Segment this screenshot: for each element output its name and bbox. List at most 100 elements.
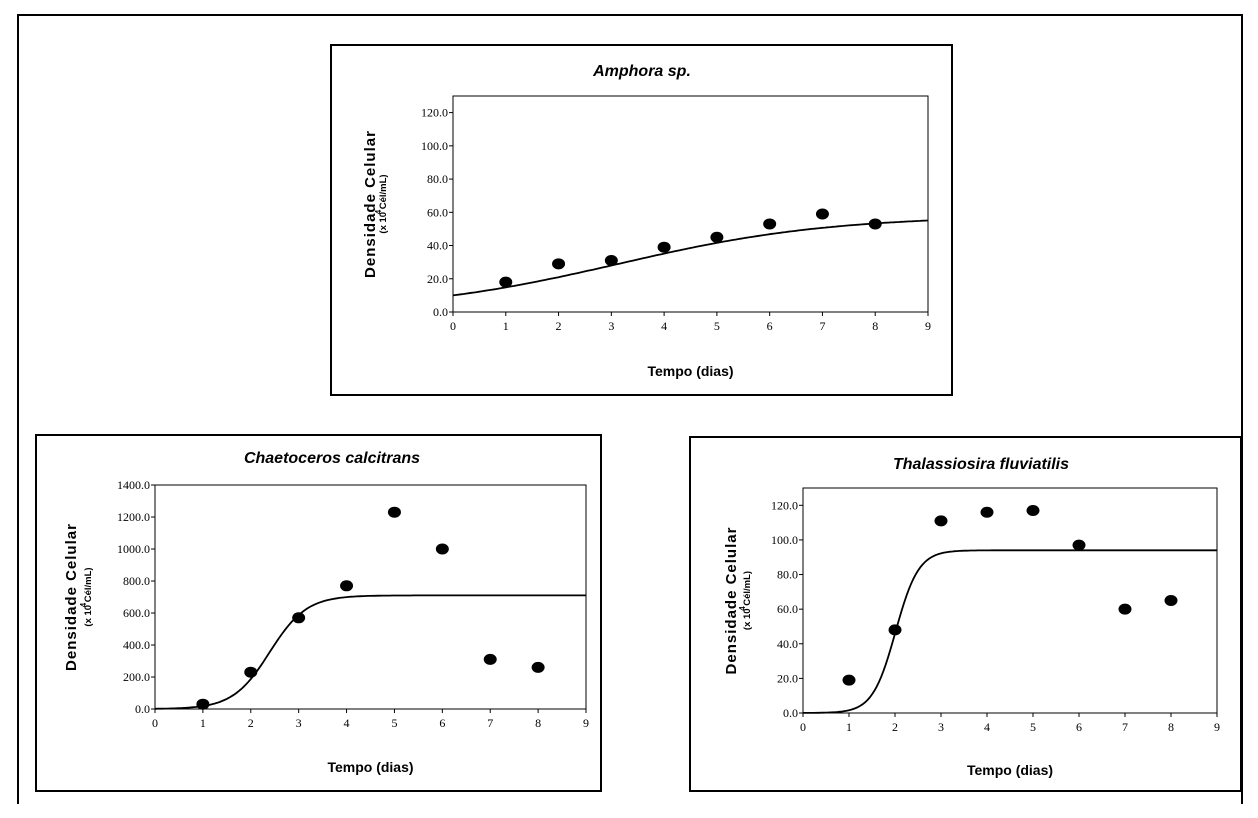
x-tick-label: 7	[487, 716, 493, 730]
y-tick-label: 80.0	[777, 568, 798, 582]
y-tick-label: 20.0	[777, 671, 798, 685]
y-axis-unit-text: (x 10 Cél/mL)	[378, 174, 389, 233]
data-point	[980, 506, 994, 518]
y-tick-label: 100.0	[421, 139, 448, 153]
plot-frame	[452, 95, 929, 313]
data-point	[710, 231, 724, 243]
y-axis-unit: (x 10 Cél/mL)4	[738, 571, 753, 630]
chart-panel-amphora: Amphora sp. 0.0 20.0 40.0 60.0 80.0 100.0 120.0…	[330, 44, 953, 396]
y-tick-label: 1200.0	[117, 510, 150, 524]
y-tick-label: 0.0	[783, 706, 798, 720]
data-point	[842, 674, 856, 686]
x-tick-label: 2	[892, 720, 898, 734]
data-point	[1164, 595, 1178, 606]
chart-svg-thalassiosira: Thalassiosira fluviatilis 0.0 20.0 40.0 60.0…	[723, 456, 1220, 778]
y-tick-label: 0.0	[433, 305, 448, 319]
chart-svg-amphora: Amphora sp. 0.0 20.0 40.0 60.0 80.0 100.0 120.0…	[362, 63, 931, 379]
x-tick-label: 7	[1122, 720, 1128, 734]
x-tick-label: 6	[1076, 720, 1082, 734]
x-tick-label: 3	[608, 319, 614, 333]
x-tick-label: 8	[1168, 720, 1174, 734]
x-tick-label: 0	[800, 720, 806, 734]
data-point	[763, 218, 777, 230]
y-tick-label: 400.0	[123, 638, 150, 652]
x-tick-label: 1	[503, 319, 509, 333]
x-tick-label: 8	[535, 716, 541, 730]
x-tick-label: 1	[200, 716, 206, 730]
x-tick-label: 8	[872, 319, 878, 333]
fit-curve	[803, 549, 1217, 714]
chart-panel-thalassiosira: Thalassiosira fluviatilis 0.0 20.0 40.0 60.0…	[689, 436, 1242, 792]
data-point	[196, 698, 210, 710]
y-tick-label: 40.0	[777, 637, 798, 651]
y-tick-label: 60.0	[427, 205, 448, 219]
y-tick-label: 1400.0	[117, 478, 150, 492]
data-point	[531, 661, 545, 673]
x-axis-label: Tempo (dias)	[967, 762, 1053, 778]
data-point	[934, 515, 948, 527]
data-point	[244, 666, 258, 678]
data-point	[868, 218, 882, 230]
plot-frame	[154, 484, 587, 710]
y-tick-label: 800.0	[123, 574, 150, 588]
x-tick-label: 4	[661, 319, 667, 333]
y-axis-unit-text: (x 10 Cél/mL)	[83, 567, 94, 626]
x-tick-label: 6	[767, 319, 773, 333]
x-tick-label: 9	[583, 716, 589, 730]
data-point	[387, 506, 401, 518]
data-point	[340, 580, 354, 592]
data-point	[1072, 539, 1086, 551]
figure-frame	[17, 14, 1243, 804]
chart-panel-chaetoceros: Chaetoceros calcitrans 0.0 200.0 400.0 600.0…	[35, 434, 602, 792]
data-point	[1118, 603, 1132, 615]
x-axis-label: Tempo (dias)	[327, 759, 413, 775]
y-tick-label: 40.0	[427, 239, 448, 253]
data-point	[1026, 505, 1040, 516]
y-axis-unit: (x 10 Cél/mL)4	[374, 174, 389, 233]
y-axis-unit-exponent: 4	[374, 209, 383, 214]
fit-curve	[154, 594, 586, 710]
data-point	[499, 276, 513, 288]
data-point	[815, 208, 829, 220]
y-axis-unit-text: (x 10 Cél/mL)	[742, 571, 753, 630]
chart-title: Chaetoceros calcitrans	[244, 450, 420, 467]
data-point	[657, 241, 671, 253]
chart-svg-chaetoceros: Chaetoceros calcitrans 0.0 200.0 400.0 600.0…	[63, 450, 589, 775]
data-point	[552, 258, 566, 270]
x-tick-label: 2	[248, 716, 254, 730]
y-tick-label: 600.0	[123, 606, 150, 620]
x-tick-label: 1	[846, 720, 852, 734]
y-tick-label: 200.0	[123, 670, 150, 684]
y-axis-label: Densidade Celular	[63, 523, 80, 671]
fit-curve	[452, 219, 929, 297]
data-point	[435, 543, 449, 555]
y-axis-label: Densidade Celular	[723, 527, 740, 675]
x-tick-label: 5	[714, 319, 720, 333]
x-tick-label: 5	[1030, 720, 1036, 734]
y-tick-label: 80.0	[427, 172, 448, 186]
x-tick-label: 0	[152, 716, 158, 730]
x-tick-label: 9	[925, 319, 931, 333]
y-tick-label: 0.0	[135, 702, 150, 716]
x-tick-label: 3	[296, 716, 302, 730]
y-tick-label: 120.0	[421, 106, 448, 120]
plot-frame	[802, 487, 1218, 714]
x-tick-label: 4	[344, 716, 350, 730]
y-tick-label: 60.0	[777, 602, 798, 616]
x-tick-label: 9	[1214, 720, 1220, 734]
data-point	[604, 254, 618, 266]
x-tick-label: 5	[391, 716, 397, 730]
x-tick-label: 7	[819, 319, 825, 333]
y-tick-label: 20.0	[427, 272, 448, 286]
data-point	[483, 653, 497, 665]
x-tick-label: 3	[938, 720, 944, 734]
data-point	[888, 624, 902, 636]
y-tick-label: 120.0	[771, 498, 798, 512]
y-axis-unit: (x 10 Cél/mL)4	[79, 567, 94, 626]
y-axis-label: Densidade Celular	[362, 130, 379, 278]
data-point	[292, 612, 306, 624]
y-axis-unit-exponent: 4	[738, 606, 747, 611]
chart-title: Thalassiosira fluviatilis	[893, 456, 1069, 473]
x-tick-label: 0	[450, 319, 456, 333]
y-axis-unit-exponent: 4	[79, 602, 88, 607]
